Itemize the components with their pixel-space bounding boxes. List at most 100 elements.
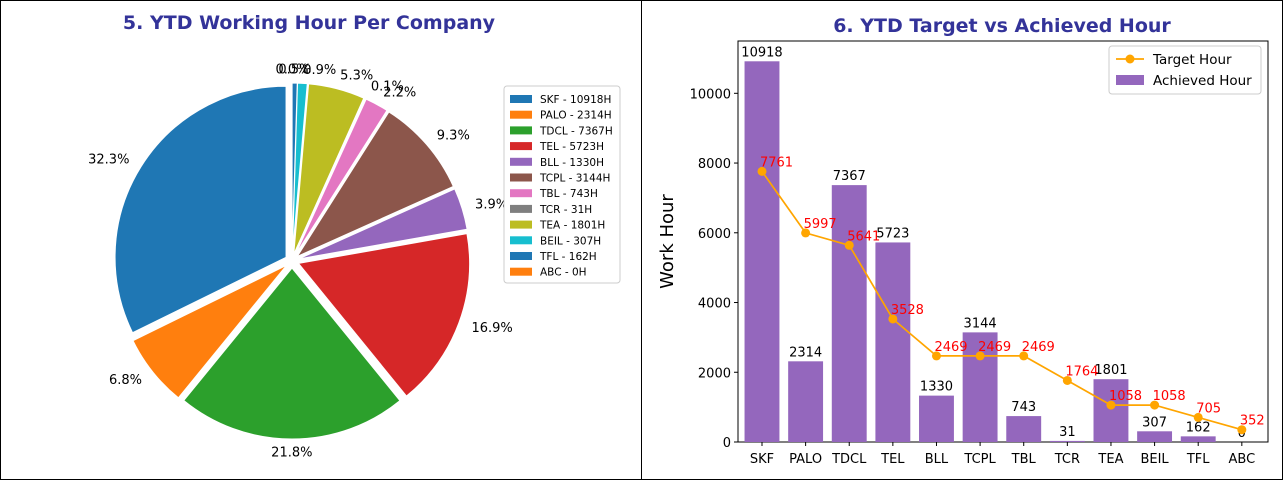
target-value-label: 5641 xyxy=(847,229,880,244)
pie-legend: SKF - 10918H PALO - 2314H TDCL - 7367H TEL … xyxy=(503,85,621,284)
pie-legend-label: PALO - 2314H xyxy=(540,110,612,122)
bar-value-label: 31 xyxy=(1059,425,1076,440)
target-point xyxy=(1106,400,1116,410)
bar-chart-panel: 6. YTD Target vs Achieved Hour 0 2000 4000… xyxy=(641,0,1283,480)
bar-value-label: 5723 xyxy=(876,226,909,241)
bar-value-label: 1801 xyxy=(1094,363,1127,378)
pie-slice xyxy=(295,111,454,258)
plot-frame xyxy=(737,40,1269,443)
target-point xyxy=(975,351,985,361)
target-value-label: 705 xyxy=(1196,401,1221,416)
pie-legend-label: TEL - 5723H xyxy=(539,141,604,153)
pie-pct-label: 0.5% xyxy=(278,63,311,78)
bar-chart-title: 6. YTD Target vs Achieved Hour xyxy=(833,15,1171,37)
bar-value-label: 7367 xyxy=(833,169,866,184)
pie-legend-label: TCPL - 3144H xyxy=(539,173,610,185)
y-tick-label: 2000 xyxy=(698,366,731,381)
achieved-bar xyxy=(831,185,867,442)
bar-value-label: 3144 xyxy=(964,316,997,331)
pie-legend-label: ABC - 0H xyxy=(540,267,587,279)
target-value-label: 2469 xyxy=(1022,340,1055,355)
target-value-label: 7761 xyxy=(760,155,793,170)
pie-slice xyxy=(297,233,471,397)
pie-slice xyxy=(293,83,365,255)
pie-pct-label: 32.3% xyxy=(88,153,129,168)
target-point xyxy=(1237,425,1247,435)
legend-label-achieved: Achieved Hour xyxy=(1153,73,1252,89)
pie-legend-label: TCR - 31H xyxy=(539,204,592,216)
pie-legend-label: BEIL - 307H xyxy=(540,235,601,247)
bar-legend: Target Hour Achieved Hour xyxy=(1108,45,1262,95)
target-point xyxy=(801,228,811,238)
pie-pct-label: 2.2% xyxy=(383,86,416,101)
achieved-bar xyxy=(1006,416,1042,442)
y-tick-label: 10000 xyxy=(690,87,731,102)
achieved-bar xyxy=(919,395,954,442)
bar-legend-frame xyxy=(1108,45,1262,95)
target-value-label: 1764 xyxy=(1065,364,1098,379)
bar-value-label: 307 xyxy=(1142,415,1167,430)
pie-legend-label: BLL - 1330H xyxy=(540,157,604,169)
pie-slice xyxy=(114,85,287,334)
pie-pct-label: 21.8% xyxy=(271,446,312,461)
target-value-label: 2469 xyxy=(934,340,967,355)
pie-slice xyxy=(294,97,367,255)
achieved-bar xyxy=(1093,379,1129,442)
pie-legend-swatch xyxy=(510,110,532,119)
y-tick-label: 6000 xyxy=(698,227,731,242)
target-value-label: 1058 xyxy=(1153,389,1186,404)
pie-legend-swatch xyxy=(510,204,532,213)
pie-chart-title: 5. YTD Working Hour Per Company xyxy=(123,12,496,34)
pie-legend-swatch xyxy=(510,173,532,182)
x-tick-label: TEL xyxy=(880,452,905,467)
x-tick-label: TDCL xyxy=(831,452,867,467)
pie-legend-swatch xyxy=(510,142,532,151)
target-point xyxy=(1193,412,1203,422)
pie-pct-label: 6.8% xyxy=(109,373,142,388)
pie-legend-swatch xyxy=(510,236,532,245)
bar-value-label: 10918 xyxy=(741,45,782,60)
pie-chart-panel: 5. YTD Working Hour Per Company 32.3% 6.8… xyxy=(0,0,642,480)
x-tick-label: ABC xyxy=(1228,452,1255,467)
pie-pct-label: 0.9% xyxy=(303,63,336,78)
pie-pct-label: 0.1% xyxy=(371,79,404,94)
bar-value-label: 2314 xyxy=(789,345,822,360)
x-tick-label: TCR xyxy=(1054,452,1080,467)
pie-legend-label: TEA - 1801H xyxy=(539,220,605,232)
pie-legend-swatch xyxy=(510,267,532,276)
y-tick-label: 4000 xyxy=(698,297,731,312)
x-tick-label: BLL xyxy=(925,452,949,467)
achieved-bar xyxy=(962,332,998,442)
pie-pct-label: 9.3% xyxy=(437,129,470,144)
target-value-label: 1058 xyxy=(1109,389,1142,404)
achieved-bar xyxy=(1049,440,1085,442)
pie-legend-label: SKF - 10918H xyxy=(540,94,611,106)
y-tick-label: 0 xyxy=(723,436,731,451)
x-tick-label: TCPL xyxy=(963,452,996,467)
target-point xyxy=(1019,351,1029,361)
legend-label-target: Target Hour xyxy=(1152,52,1232,68)
x-tick-label: TEA xyxy=(1097,452,1123,467)
pie-legend-label: TFL - 162H xyxy=(539,251,597,263)
pie-chart: 5. YTD Working Hour Per Company 32.3% 6.8… xyxy=(88,12,621,461)
legend-bar-swatch xyxy=(1116,75,1144,85)
pie-slice xyxy=(291,82,298,255)
pie-legend-label: TBL - 743H xyxy=(539,188,598,200)
pie-slice xyxy=(132,264,287,399)
pie-pct-label: 3.9% xyxy=(475,198,508,213)
pie-legend-label: TDCL - 7367H xyxy=(539,125,613,137)
achieved-bar xyxy=(788,361,824,442)
legend-point-swatch xyxy=(1125,54,1135,64)
target-line xyxy=(761,170,1243,431)
pie-slice xyxy=(294,98,388,256)
x-tick-label: PALO xyxy=(789,452,822,467)
target-point xyxy=(931,351,941,361)
pie-legend-swatch xyxy=(510,220,532,229)
bar-value-label: 743 xyxy=(1011,400,1036,415)
achieved-bar xyxy=(744,61,780,442)
x-tick-label: TBL xyxy=(1011,452,1037,467)
target-point xyxy=(1150,400,1160,410)
y-axis-label: Work Hour xyxy=(657,194,678,289)
pie-pct-label: 5.3% xyxy=(340,69,373,84)
pie-legend-swatch xyxy=(510,252,532,260)
